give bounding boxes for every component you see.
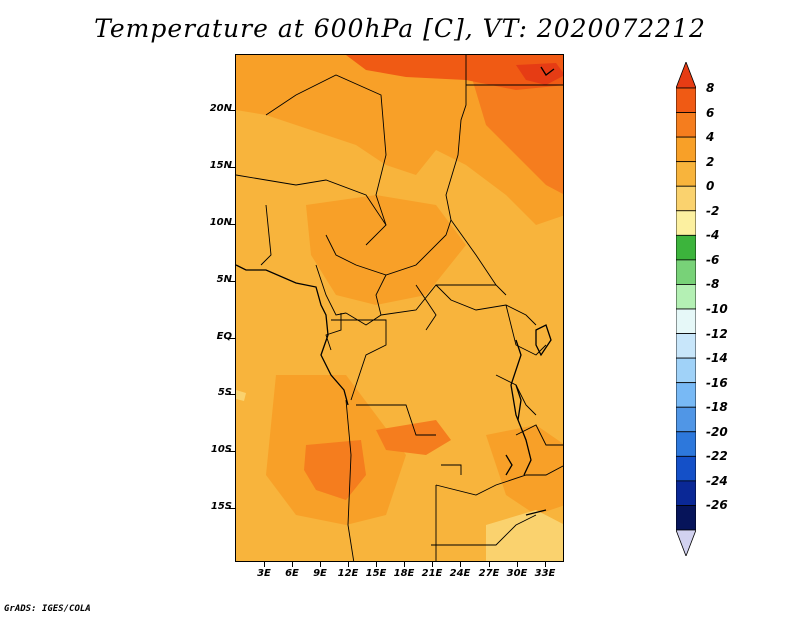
lon-tick: [292, 562, 293, 567]
lon-label-33e: 33E: [534, 568, 556, 579]
hottest-shading-northeast: [516, 63, 563, 85]
lat-label-5s: 5S: [217, 387, 232, 398]
colorbar-segment: [676, 406, 696, 433]
lon-label-3e: 3E: [257, 568, 271, 579]
hot-shading-northeast: [471, 75, 563, 194]
colorbar-label: 8: [706, 81, 715, 95]
colorbar-segment: [676, 357, 696, 384]
colorbar-label: -24: [706, 473, 728, 488]
lat-label-20n: 20N: [209, 103, 232, 114]
colorbar-segment: [676, 87, 696, 113]
lat-label-15n: 15N: [209, 160, 232, 171]
lat-tick: [229, 167, 235, 168]
coastlines-and-lakes: [236, 66, 555, 516]
colorbar-segment: [676, 333, 696, 359]
lon-label-30e: 30E: [506, 568, 528, 579]
colorbar-segment: [676, 382, 696, 408]
colorbar-label: -16: [706, 375, 728, 390]
colorbar-top-triangle: [676, 62, 696, 89]
cool-shading-small-west: [236, 390, 246, 401]
lon-label-21e: 21E: [421, 568, 443, 579]
country-boundaries: [236, 55, 563, 561]
colorbar-segment: [676, 185, 696, 212]
lon-label-27e: 27E: [478, 568, 500, 579]
lat-tick: [229, 508, 235, 509]
temperature-map: [235, 54, 564, 562]
colorbar-label: 0: [706, 179, 715, 194]
lat-tick: [229, 338, 235, 339]
colorbar-segment: [676, 480, 696, 506]
warm-shading-center: [306, 195, 466, 305]
colorbar-label: -10: [706, 302, 728, 316]
lon-tick: [264, 562, 265, 567]
lon-label-15e: 15E: [365, 568, 387, 579]
colorbar-segment: [676, 284, 696, 310]
lat-tick: [229, 224, 235, 225]
warm-shading-east: [486, 425, 563, 515]
lon-tick: [489, 562, 490, 567]
lat-label-10n: 10N: [209, 217, 232, 228]
lon-tick: [404, 562, 405, 567]
cool-shading-southeast: [486, 510, 563, 561]
colorbar-segment: [676, 161, 696, 187]
colorbar-segment: [676, 210, 696, 236]
colorbar-bottom-triangle: [676, 529, 696, 556]
lat-tick: [229, 394, 235, 395]
colorbar-label: 2: [706, 154, 715, 169]
colorbar-label: 4: [706, 130, 715, 145]
lat-label-5n: 5N: [216, 274, 232, 285]
lon-tick: [517, 562, 518, 567]
lat-label-10s: 10S: [210, 444, 232, 455]
temperature-field: [236, 55, 563, 561]
lat-tick: [229, 451, 235, 452]
colorbar-label: -18: [706, 400, 728, 415]
lon-tick: [320, 562, 321, 567]
colorbar-label: -22: [706, 449, 728, 464]
colorbar-label: -8: [706, 277, 720, 292]
hot-shading-southwest: [304, 440, 366, 500]
lat-label-15s: 15S: [210, 501, 232, 512]
lon-tick: [545, 562, 546, 567]
colorbar-label: -20: [706, 424, 728, 439]
hottest-shading-north: [346, 55, 563, 90]
lon-label-9e: 9E: [313, 568, 327, 579]
lon-tick: [460, 562, 461, 567]
colorbar-segment: [676, 112, 696, 138]
colorbar-segment: [676, 136, 696, 163]
lon-tick: [376, 562, 377, 567]
colorbar-segment: [676, 431, 696, 457]
lat-tick: [229, 110, 235, 111]
hot-shading-south-central: [376, 420, 451, 455]
colorbar-segment: [676, 455, 696, 482]
lat-tick: [229, 281, 235, 282]
lon-label-18e: 18E: [393, 568, 415, 579]
colorbar-label: -12: [706, 326, 728, 341]
colorbar-label: -2: [706, 203, 720, 218]
lon-label-24e: 24E: [449, 568, 471, 579]
colorbar-label: 6: [706, 105, 715, 120]
colorbar-segment: [676, 308, 696, 334]
colorbar: [676, 62, 696, 556]
colorbar-segment: [676, 259, 696, 285]
colorbar-segment: [676, 505, 696, 531]
colorbar-segment: [676, 234, 696, 261]
lon-tick: [432, 562, 433, 567]
colorbar-label: -14: [706, 351, 728, 366]
credit-text: GrADS: IGES/COLA: [4, 604, 91, 614]
lon-label-6e: 6E: [285, 568, 299, 579]
colorbar-label: -4: [706, 228, 720, 243]
map-title: Temperature at 600hPa [C], VT: 202007221…: [94, 14, 706, 43]
lat-label-eq: EQ: [216, 331, 232, 342]
colorbar-label: -6: [706, 252, 720, 267]
lon-label-12e: 12E: [337, 568, 359, 579]
lon-tick: [348, 562, 349, 567]
colorbar-label: -26: [706, 498, 728, 513]
